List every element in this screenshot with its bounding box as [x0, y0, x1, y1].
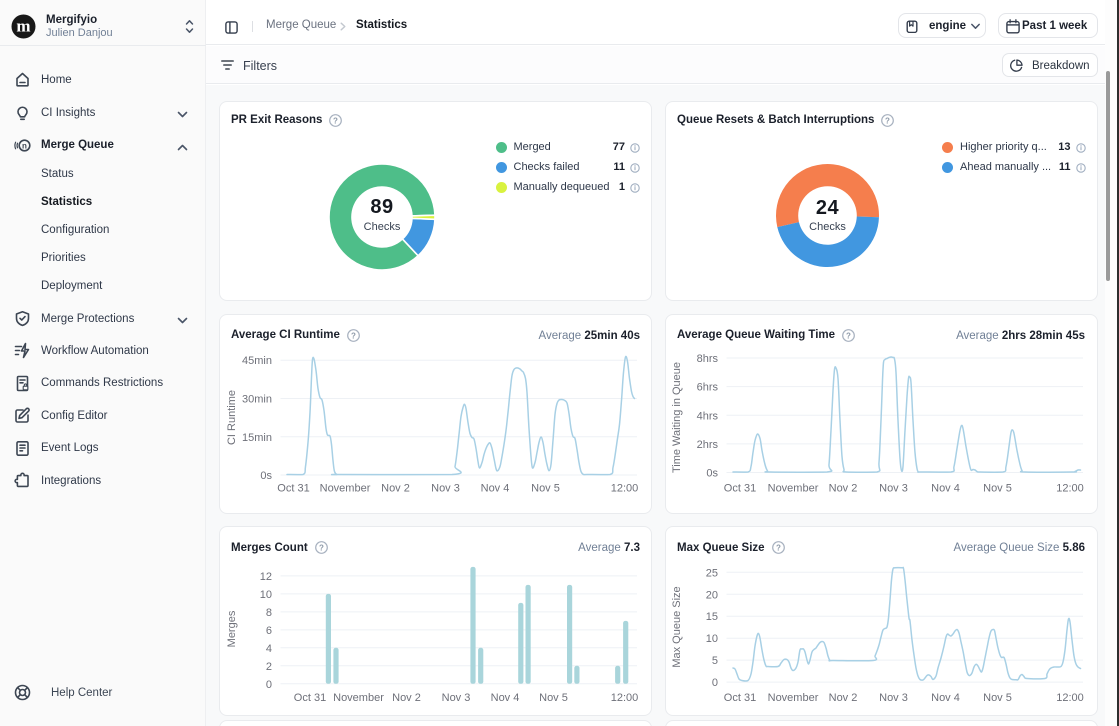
svg-text:0s: 0s — [706, 467, 718, 479]
svg-text:6: 6 — [266, 625, 272, 637]
svg-text:November: November — [768, 692, 819, 704]
svg-text:12:00: 12:00 — [1056, 692, 1084, 704]
svg-text:Nov 4: Nov 4 — [481, 482, 510, 494]
svg-text:n: n — [22, 141, 27, 150]
svg-text:Nov 5: Nov 5 — [539, 692, 568, 704]
svg-text:?: ? — [776, 543, 781, 552]
svg-text:12:00: 12:00 — [611, 692, 639, 704]
svg-text:2hrs: 2hrs — [697, 438, 719, 450]
svg-text:5: 5 — [712, 655, 718, 667]
svg-text:November: November — [333, 692, 384, 704]
svg-text:Oct 31: Oct 31 — [724, 692, 756, 704]
svg-text:15: 15 — [706, 611, 718, 623]
svg-text:25: 25 — [706, 567, 718, 579]
svg-text:m: m — [16, 17, 30, 36]
svg-text:November: November — [768, 482, 819, 494]
svg-text:Nov 2: Nov 2 — [829, 482, 858, 494]
svg-text:8: 8 — [266, 607, 272, 619]
svg-text:8hrs: 8hrs — [697, 353, 719, 365]
svg-text:Nov 2: Nov 2 — [381, 482, 410, 494]
svg-text:12: 12 — [260, 571, 272, 583]
svg-text:Nov 4: Nov 4 — [931, 692, 960, 704]
svg-text:Nov 2: Nov 2 — [392, 692, 421, 704]
svg-text:4hrs: 4hrs — [697, 410, 719, 422]
svg-text:Nov 5: Nov 5 — [531, 482, 560, 494]
svg-text:Oct 31: Oct 31 — [724, 482, 756, 494]
svg-text:CI Runtime: CI Runtime — [226, 389, 238, 444]
svg-text:?: ? — [319, 543, 324, 552]
svg-text:10: 10 — [260, 589, 272, 601]
svg-text:30min: 30min — [242, 393, 272, 405]
svg-text:?: ? — [351, 331, 356, 340]
svg-text:Nov 5: Nov 5 — [983, 482, 1012, 494]
svg-text:0s: 0s — [260, 470, 272, 482]
svg-text:?: ? — [886, 116, 891, 125]
svg-text:Nov 3: Nov 3 — [442, 692, 471, 704]
svg-text:6hrs: 6hrs — [697, 381, 719, 393]
svg-text:November: November — [320, 482, 371, 494]
svg-text:12:00: 12:00 — [611, 482, 639, 494]
svg-text:20: 20 — [706, 589, 718, 601]
svg-text:Nov 2: Nov 2 — [829, 692, 858, 704]
svg-text:Nov 4: Nov 4 — [931, 482, 960, 494]
svg-text:0: 0 — [712, 677, 718, 689]
svg-text:45min: 45min — [242, 355, 272, 367]
svg-text:2: 2 — [266, 661, 272, 673]
svg-text:Nov 5: Nov 5 — [983, 692, 1012, 704]
svg-text:15min: 15min — [242, 431, 272, 443]
svg-text:Time Waiting in Queue: Time Waiting in Queue — [671, 361, 683, 472]
svg-text:Oct 31: Oct 31 — [294, 692, 326, 704]
svg-text:Nov 4: Nov 4 — [491, 692, 520, 704]
svg-text:?: ? — [333, 116, 338, 125]
svg-text:?: ? — [846, 331, 851, 340]
svg-text:Nov 3: Nov 3 — [879, 692, 908, 704]
svg-text:10: 10 — [706, 633, 718, 645]
svg-text:Oct 31: Oct 31 — [277, 482, 309, 494]
svg-text:12:00: 12:00 — [1056, 482, 1084, 494]
svg-text:4: 4 — [266, 643, 272, 655]
svg-text:0: 0 — [266, 679, 272, 691]
svg-text:Max Queue Size: Max Queue Size — [671, 586, 683, 667]
svg-text:Nov 3: Nov 3 — [879, 482, 908, 494]
svg-text:Merges: Merges — [226, 610, 238, 647]
svg-text:Nov 3: Nov 3 — [431, 482, 460, 494]
